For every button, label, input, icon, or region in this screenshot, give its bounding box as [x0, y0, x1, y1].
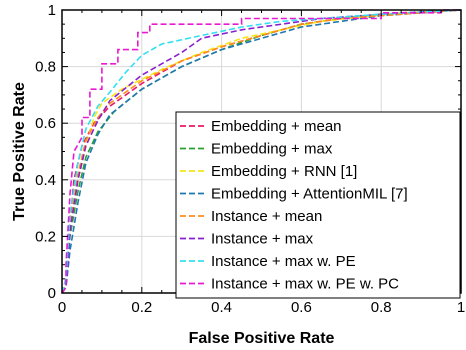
x-tick-label: 0.8	[371, 299, 392, 316]
series-line-3	[61, 9, 462, 294]
legend: Embedding + mean Embedding + max Embedding…	[175, 111, 461, 299]
x-tick-label: 1	[457, 299, 465, 316]
legend-label: Instance + max w. PE	[211, 253, 356, 270]
x-tick-labels: 0 0.2 0.4 0.6 0.8 1	[58, 299, 465, 316]
y-axis-label: True Positive Rate	[11, 82, 28, 221]
y-tick-label: 0.2	[35, 228, 56, 245]
x-tick-label: 0.2	[131, 299, 152, 316]
y-tick-label: 0.8	[35, 59, 56, 76]
y-tick-label: 0.6	[35, 115, 56, 132]
legend-box	[175, 111, 461, 299]
x-tick-label: 0	[58, 299, 66, 316]
legend-label: Embedding + AttentionMIL [7]	[211, 186, 408, 203]
y-tick-label: 0	[48, 285, 56, 302]
x-axis-label: False Positive Rate	[189, 330, 335, 347]
legend-label: Embedding + mean	[211, 118, 342, 135]
series-line-4	[61, 9, 462, 294]
legend-label: Instance + mean	[211, 208, 322, 225]
x-tick-label: 0.4	[211, 299, 232, 316]
legend-label: Embedding + max	[211, 141, 333, 158]
legend-label: Embedding + RNN [1]	[211, 163, 357, 180]
series-line-7	[61, 9, 462, 294]
y-tick-labels: 0 0.2 0.4 0.6 0.8 1	[35, 2, 56, 302]
legend-label: Instance + max w. PE w. PC	[211, 276, 399, 293]
x-tick-label: 0.6	[291, 299, 312, 316]
series-line-8	[61, 9, 461, 294]
legend-label: Instance + max	[211, 231, 314, 248]
series-line-5	[61, 9, 462, 294]
y-tick-label: 0.4	[35, 172, 56, 189]
series-lines	[61, 9, 462, 294]
legend-items: Embedding + mean Embedding + max Embedding…	[180, 118, 408, 293]
y-tick-label: 1	[48, 2, 56, 19]
